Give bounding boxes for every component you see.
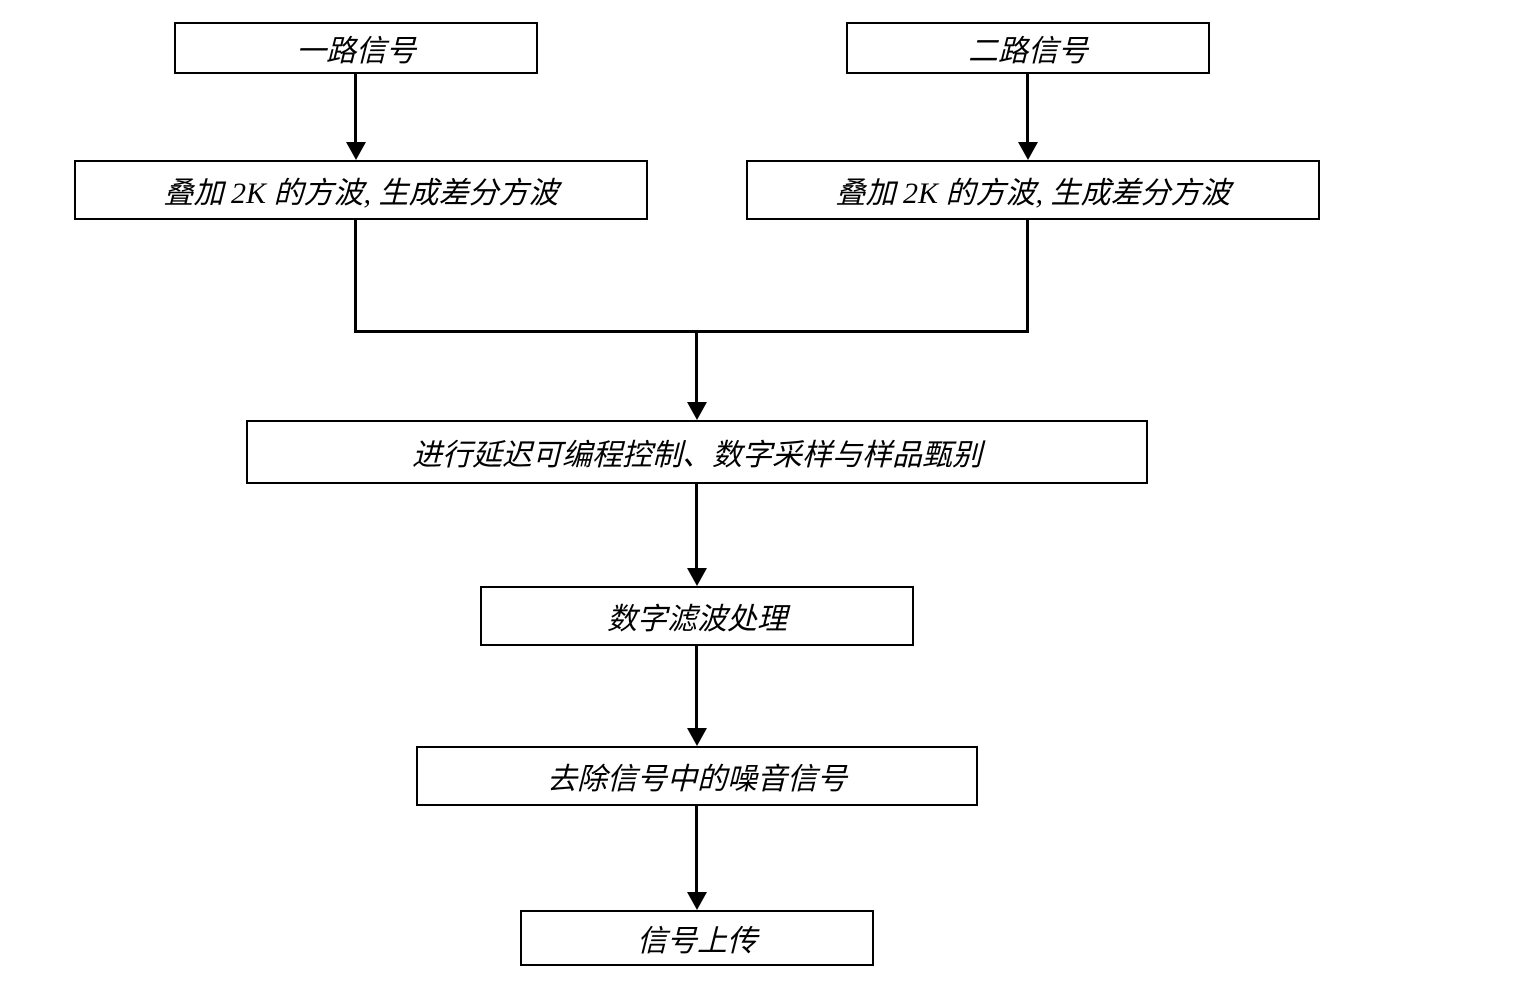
node-label: 叠加 2K 的方波, 生成差分方波 bbox=[163, 168, 558, 212]
arrow-head-icon bbox=[687, 402, 707, 420]
node-label: 数字滤波处理 bbox=[607, 594, 787, 638]
arrow-head-icon bbox=[687, 728, 707, 746]
node-label: 去除信号中的噪音信号 bbox=[547, 754, 847, 798]
flowchart-container: 一路信号 二路信号 叠加 2K 的方波, 生成差分方波 叠加 2K 的方波, 生… bbox=[0, 0, 1538, 991]
node-label: 二路信号 bbox=[968, 26, 1088, 70]
edge-line bbox=[695, 806, 698, 892]
arrow-head-icon bbox=[687, 892, 707, 910]
edge-line bbox=[695, 646, 698, 728]
node-signal-1: 一路信号 bbox=[174, 22, 538, 74]
node-delay-control: 进行延迟可编程控制、数字采样与样品甄别 bbox=[246, 420, 1148, 484]
node-label: 进行延迟可编程控制、数字采样与样品甄别 bbox=[412, 430, 982, 474]
node-overlay-1: 叠加 2K 的方波, 生成差分方波 bbox=[74, 160, 648, 220]
node-remove-noise: 去除信号中的噪音信号 bbox=[416, 746, 978, 806]
node-digital-filter: 数字滤波处理 bbox=[480, 586, 914, 646]
edge-line bbox=[1026, 220, 1029, 330]
edge-line bbox=[695, 484, 698, 568]
node-overlay-2: 叠加 2K 的方波, 生成差分方波 bbox=[746, 160, 1320, 220]
arrow-head-icon bbox=[687, 568, 707, 586]
edge-line bbox=[354, 220, 357, 330]
node-label: 一路信号 bbox=[296, 26, 416, 70]
edge-line bbox=[1026, 74, 1029, 142]
edge-line bbox=[354, 330, 1029, 333]
node-label: 信号上传 bbox=[637, 916, 757, 960]
edge-line bbox=[695, 330, 698, 402]
node-signal-2: 二路信号 bbox=[846, 22, 1210, 74]
arrow-head-icon bbox=[1018, 142, 1038, 160]
node-label: 叠加 2K 的方波, 生成差分方波 bbox=[835, 168, 1230, 212]
arrow-head-icon bbox=[346, 142, 366, 160]
node-signal-upload: 信号上传 bbox=[520, 910, 874, 966]
edge-line bbox=[354, 74, 357, 142]
